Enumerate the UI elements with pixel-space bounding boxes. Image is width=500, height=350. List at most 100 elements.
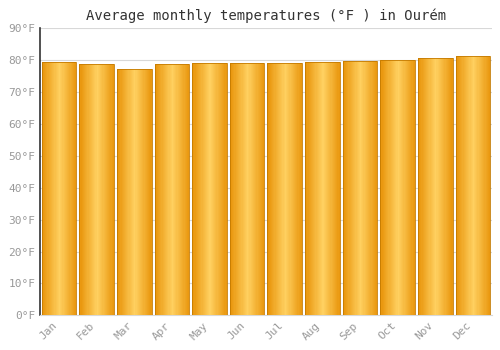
Bar xyxy=(482,56,483,315)
Bar xyxy=(117,69,152,315)
Bar xyxy=(268,63,270,315)
Bar xyxy=(336,62,338,315)
Bar xyxy=(459,56,460,315)
Bar xyxy=(230,63,231,315)
Bar xyxy=(48,62,50,315)
Bar xyxy=(441,57,442,315)
Bar xyxy=(330,62,332,315)
Bar xyxy=(314,62,316,315)
Bar xyxy=(99,64,100,315)
Bar xyxy=(117,69,118,315)
Bar xyxy=(332,62,334,315)
Bar xyxy=(200,63,202,315)
Bar xyxy=(290,63,292,315)
Bar xyxy=(404,60,406,315)
Bar xyxy=(348,61,350,315)
Bar xyxy=(473,56,474,315)
Bar xyxy=(68,62,70,315)
Bar xyxy=(298,63,300,315)
Bar xyxy=(51,62,52,315)
Bar xyxy=(101,64,102,315)
Bar xyxy=(326,62,327,315)
Bar xyxy=(408,60,409,315)
Bar xyxy=(158,64,159,315)
Bar xyxy=(370,61,372,315)
Bar xyxy=(162,64,164,315)
Bar xyxy=(310,62,311,315)
Bar xyxy=(82,64,83,315)
Bar xyxy=(84,64,85,315)
Bar xyxy=(208,63,210,315)
Bar xyxy=(147,69,148,315)
Bar xyxy=(319,62,320,315)
Bar xyxy=(188,64,189,315)
Bar xyxy=(352,61,353,315)
Bar xyxy=(271,63,272,315)
Bar xyxy=(256,63,258,315)
Bar xyxy=(104,64,106,315)
Bar xyxy=(91,64,92,315)
Bar xyxy=(358,61,359,315)
Bar xyxy=(318,62,319,315)
Bar xyxy=(375,61,376,315)
Bar xyxy=(74,62,75,315)
Bar xyxy=(73,62,74,315)
Bar xyxy=(359,61,360,315)
Bar xyxy=(45,62,46,315)
Bar xyxy=(122,69,124,315)
Bar xyxy=(52,62,53,315)
Bar xyxy=(368,61,369,315)
Bar xyxy=(273,63,274,315)
Bar xyxy=(139,69,140,315)
Bar xyxy=(50,62,51,315)
Bar xyxy=(402,60,404,315)
Bar xyxy=(166,64,168,315)
Bar xyxy=(442,57,444,315)
Bar xyxy=(486,56,488,315)
Bar xyxy=(458,56,459,315)
Bar xyxy=(142,69,144,315)
Bar xyxy=(239,63,240,315)
Bar xyxy=(456,56,458,315)
Bar xyxy=(204,63,205,315)
Bar xyxy=(462,56,464,315)
Bar xyxy=(284,63,286,315)
Bar xyxy=(255,63,256,315)
Bar xyxy=(226,63,227,315)
Bar xyxy=(456,56,490,315)
Bar xyxy=(274,63,276,315)
Bar xyxy=(42,62,43,315)
Bar xyxy=(282,63,284,315)
Bar xyxy=(159,64,160,315)
Bar xyxy=(192,63,194,315)
Bar xyxy=(247,63,248,315)
Bar xyxy=(293,63,294,315)
Bar xyxy=(252,63,253,315)
Bar xyxy=(58,62,59,315)
Bar xyxy=(196,63,197,315)
Bar xyxy=(230,63,264,315)
Bar xyxy=(206,63,207,315)
Bar xyxy=(59,62,60,315)
Bar xyxy=(120,69,122,315)
Bar xyxy=(136,69,138,315)
Bar xyxy=(328,62,330,315)
Bar xyxy=(380,60,382,315)
Bar xyxy=(294,63,295,315)
Bar xyxy=(98,64,99,315)
Bar xyxy=(141,69,142,315)
Bar xyxy=(90,64,91,315)
Bar xyxy=(356,61,358,315)
Bar xyxy=(424,57,425,315)
Bar xyxy=(327,62,328,315)
Bar xyxy=(466,56,467,315)
Bar xyxy=(80,64,114,315)
Bar xyxy=(106,64,107,315)
Bar xyxy=(112,64,113,315)
Bar xyxy=(246,63,247,315)
Bar xyxy=(367,61,368,315)
Bar xyxy=(470,56,472,315)
Bar xyxy=(376,61,378,315)
Bar xyxy=(210,63,212,315)
Bar xyxy=(253,63,254,315)
